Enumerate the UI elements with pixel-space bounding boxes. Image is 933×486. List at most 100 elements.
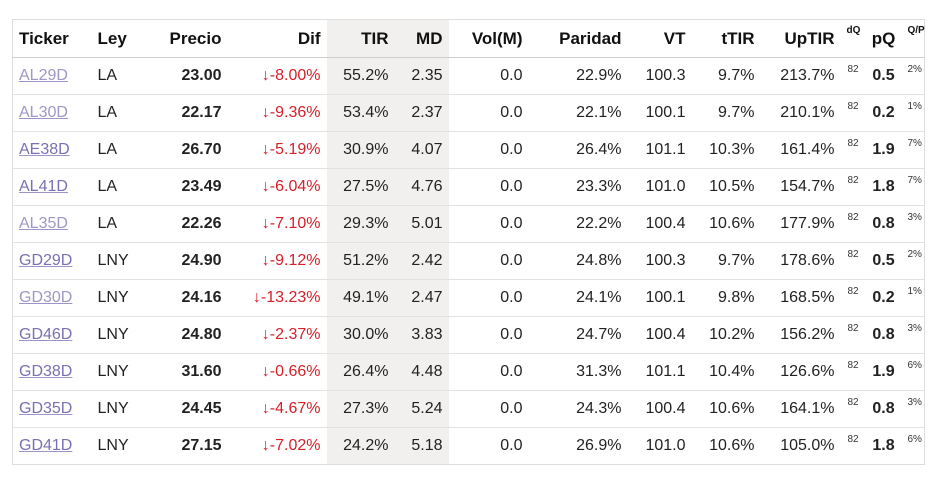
ticker-link[interactable]: GD46D bbox=[19, 326, 73, 343]
header-ley[interactable]: Ley bbox=[91, 19, 149, 58]
uptir-cell: 210.1% bbox=[760, 94, 841, 132]
dq-cell: 82 bbox=[840, 390, 866, 428]
tir-cell: 53.4% bbox=[326, 94, 395, 132]
header-ttir[interactable]: tTIR bbox=[691, 19, 761, 58]
precio-cell: 23.00 bbox=[148, 57, 228, 95]
ticker-cell: GD35D bbox=[12, 390, 92, 428]
dif-cell: ↓-8.00% bbox=[227, 57, 327, 95]
vol-cell: 0.0 bbox=[448, 57, 529, 95]
ticker-cell: GD38D bbox=[12, 353, 92, 391]
vol-cell: 0.0 bbox=[448, 131, 529, 169]
dif-cell: ↓-6.04% bbox=[227, 168, 327, 206]
md-cell: 5.24 bbox=[394, 390, 449, 428]
header-pq[interactable]: pQ bbox=[865, 19, 902, 58]
tir-cell: 55.2% bbox=[326, 57, 395, 95]
dq-value: 82 bbox=[847, 64, 859, 75]
ticker-cell: GD30D bbox=[12, 279, 92, 317]
vt-cell: 100.3 bbox=[627, 57, 692, 95]
qp-value: 3% bbox=[907, 397, 922, 408]
vol-cell: 0.0 bbox=[448, 353, 529, 391]
header-md[interactable]: MD bbox=[394, 19, 449, 58]
qp-value: 7% bbox=[907, 138, 922, 149]
header-qp-label: Q/P bbox=[907, 24, 925, 36]
paridad-cell: 24.3% bbox=[528, 390, 628, 428]
dq-value: 82 bbox=[847, 360, 859, 371]
table-row: AL29D LA 23.00 ↓-8.00% 55.2% 2.35 0.0 22.9% 100.… bbox=[12, 57, 925, 95]
ticker-link[interactable]: GD35D bbox=[19, 400, 73, 417]
header-vt[interactable]: VT bbox=[627, 19, 692, 58]
header-dq[interactable]: dQ bbox=[840, 19, 866, 58]
vt-cell: 100.4 bbox=[627, 390, 692, 428]
dq-value: 82 bbox=[847, 101, 859, 112]
dq-value: 82 bbox=[847, 138, 859, 149]
header-dif[interactable]: Dif bbox=[227, 19, 327, 58]
header-tir[interactable]: TIR bbox=[326, 19, 395, 58]
vol-cell: 0.0 bbox=[448, 390, 529, 428]
pq-cell: 0.2 bbox=[865, 279, 902, 317]
ley-cell: LNY bbox=[91, 390, 149, 428]
ley-cell: LNY bbox=[91, 316, 149, 354]
dq-value: 82 bbox=[847, 397, 859, 408]
bonds-table: Ticker Ley Precio Dif TIR MD Vol(M) Pari… bbox=[12, 19, 925, 465]
qp-cell: 2% bbox=[901, 57, 925, 95]
ticker-link[interactable]: AL30D bbox=[19, 104, 68, 121]
uptir-cell: 178.6% bbox=[760, 242, 841, 280]
ttir-cell: 10.6% bbox=[691, 205, 761, 243]
dq-value: 82 bbox=[847, 286, 859, 297]
dif-cell: ↓-9.36% bbox=[227, 94, 327, 132]
header-paridad[interactable]: Paridad bbox=[528, 19, 628, 58]
dq-value: 82 bbox=[847, 323, 859, 334]
qp-value: 7% bbox=[907, 175, 922, 186]
dif-cell: ↓-13.23% bbox=[227, 279, 327, 317]
dq-cell: 82 bbox=[840, 205, 866, 243]
ley-cell: LA bbox=[91, 57, 149, 95]
dq-value: 82 bbox=[847, 212, 859, 223]
ticker-link[interactable]: GD41D bbox=[19, 437, 73, 454]
ticker-link[interactable]: GD38D bbox=[19, 363, 73, 380]
paridad-cell: 24.8% bbox=[528, 242, 628, 280]
md-cell: 4.76 bbox=[394, 168, 449, 206]
qp-value: 6% bbox=[907, 434, 922, 445]
ticker-link[interactable]: GD30D bbox=[19, 289, 73, 306]
table-row: GD35D LNY 24.45 ↓-4.67% 27.3% 5.24 0.0 24.3% 100… bbox=[12, 390, 925, 428]
qp-cell: 2% bbox=[901, 242, 925, 280]
ttir-cell: 10.6% bbox=[691, 390, 761, 428]
ttir-cell: 10.5% bbox=[691, 168, 761, 206]
ticker-link[interactable]: AE38D bbox=[19, 141, 70, 158]
precio-cell: 24.45 bbox=[148, 390, 228, 428]
tir-cell: 29.3% bbox=[326, 205, 395, 243]
md-cell: 5.18 bbox=[394, 427, 449, 465]
header-ticker[interactable]: Ticker bbox=[12, 19, 92, 58]
table-row: AL30D LA 22.17 ↓-9.36% 53.4% 2.37 0.0 22.1% 100.… bbox=[12, 94, 925, 132]
header-precio[interactable]: Precio bbox=[148, 19, 228, 58]
dq-cell: 82 bbox=[840, 353, 866, 391]
ticker-cell: AL35D bbox=[12, 205, 92, 243]
dq-value: 82 bbox=[847, 434, 859, 445]
ticker-link[interactable]: AL41D bbox=[19, 178, 68, 195]
header-uptir[interactable]: UpTIR bbox=[760, 19, 841, 58]
vol-cell: 0.0 bbox=[448, 94, 529, 132]
uptir-cell: 126.6% bbox=[760, 353, 841, 391]
table-row: GD46D LNY 24.80 ↓-2.37% 30.0% 3.83 0.0 24.7% 100… bbox=[12, 316, 925, 354]
tir-cell: 26.4% bbox=[326, 353, 395, 391]
pq-cell: 1.8 bbox=[865, 427, 902, 465]
dq-cell: 82 bbox=[840, 242, 866, 280]
md-cell: 4.48 bbox=[394, 353, 449, 391]
qp-cell: 3% bbox=[901, 316, 925, 354]
ticker-link[interactable]: GD29D bbox=[19, 252, 73, 269]
vt-cell: 101.0 bbox=[627, 168, 692, 206]
tir-cell: 49.1% bbox=[326, 279, 395, 317]
dq-cell: 82 bbox=[840, 94, 866, 132]
ticker-link[interactable]: AL29D bbox=[19, 67, 68, 84]
ticker-cell: GD29D bbox=[12, 242, 92, 280]
header-vol[interactable]: Vol(M) bbox=[448, 19, 529, 58]
ticker-cell: AL30D bbox=[12, 94, 92, 132]
ttir-cell: 9.7% bbox=[691, 57, 761, 95]
table-row: GD38D LNY 31.60 ↓-0.66% 26.4% 4.48 0.0 31.3% 101… bbox=[12, 353, 925, 391]
pq-cell: 1.9 bbox=[865, 131, 902, 169]
header-qp[interactable]: Q/P bbox=[901, 19, 925, 58]
dq-value: 82 bbox=[847, 175, 859, 186]
md-cell: 2.35 bbox=[394, 57, 449, 95]
ticker-link[interactable]: AL35D bbox=[19, 215, 68, 232]
table-row: GD29D LNY 24.90 ↓-9.12% 51.2% 2.42 0.0 24.8% 100… bbox=[12, 242, 925, 280]
